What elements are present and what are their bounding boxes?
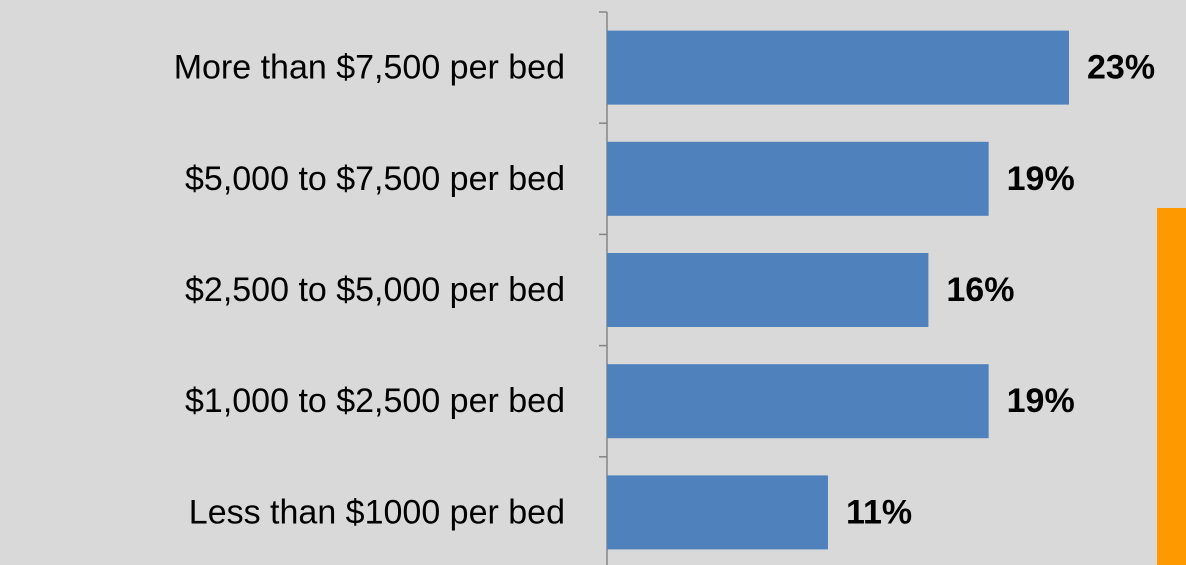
value-label: 16% [946,271,1014,309]
bar [607,253,929,327]
bar [607,475,828,550]
value-label: 23% [1087,49,1155,87]
category-label: $5,000 to $7,500 per bed [185,160,565,198]
value-label: 19% [1007,160,1075,198]
value-label: 11% [846,493,912,531]
bar [607,364,989,439]
category-label: More than $7,500 per bed [174,49,565,87]
category-label: $2,500 to $5,000 per bed [185,271,565,309]
value-label: 19% [1007,382,1075,420]
side-accent [1157,208,1186,565]
category-label: Less than $1000 per bed [189,493,565,531]
bar [607,30,1069,105]
bar [607,141,989,216]
category-label: $1,000 to $2,500 per bed [185,382,565,420]
